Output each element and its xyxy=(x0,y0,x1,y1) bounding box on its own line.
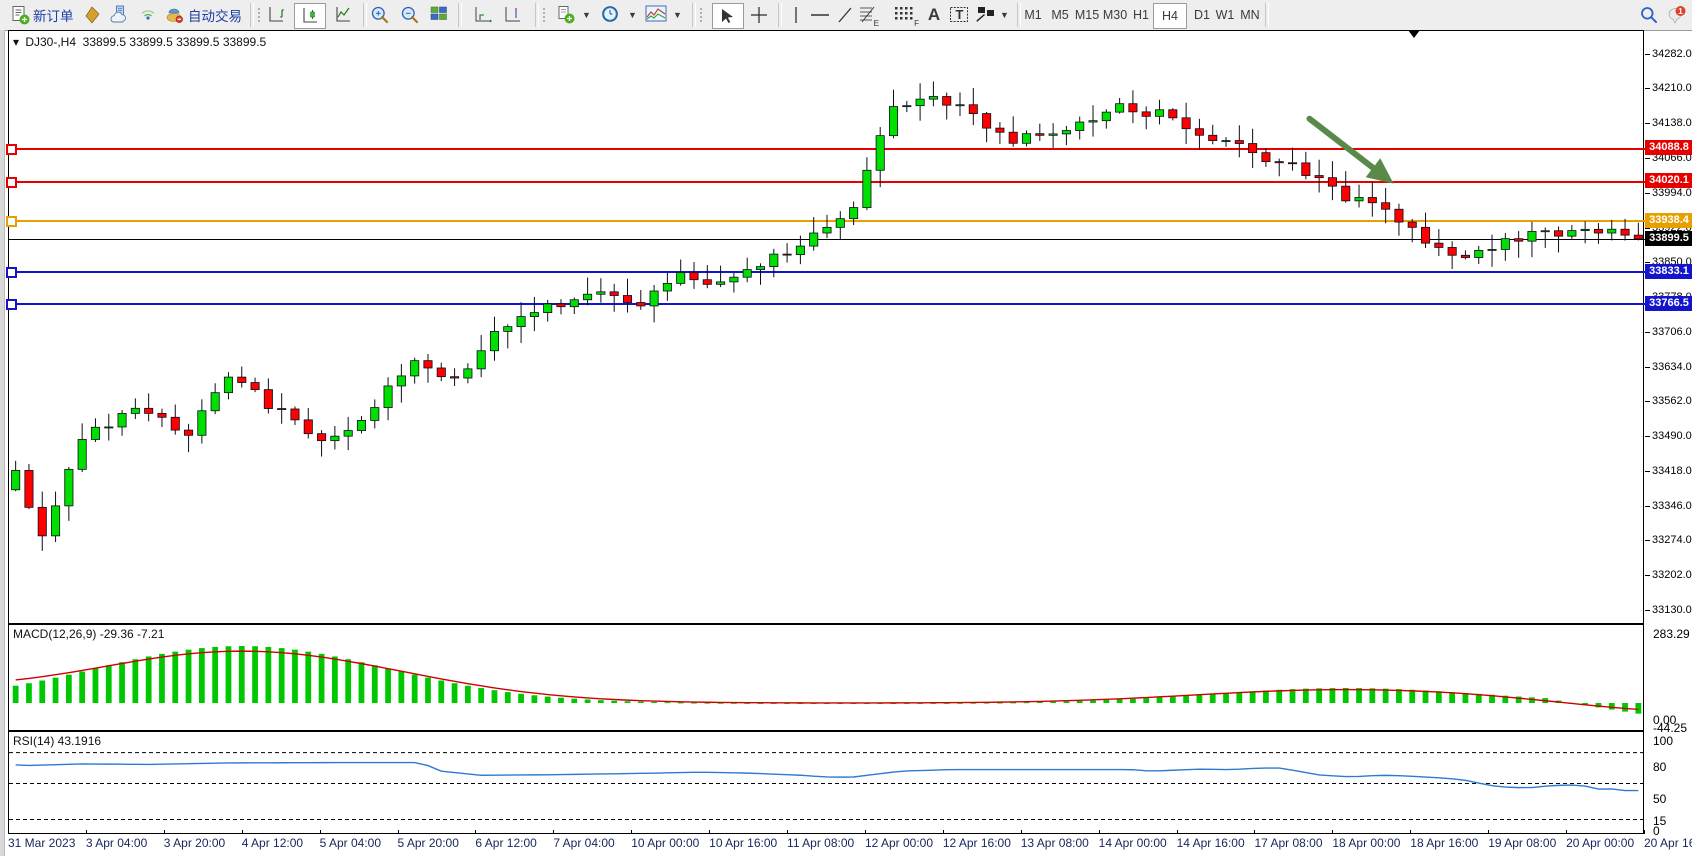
svg-text:1: 1 xyxy=(1678,6,1683,16)
svg-text:T: T xyxy=(956,7,964,22)
